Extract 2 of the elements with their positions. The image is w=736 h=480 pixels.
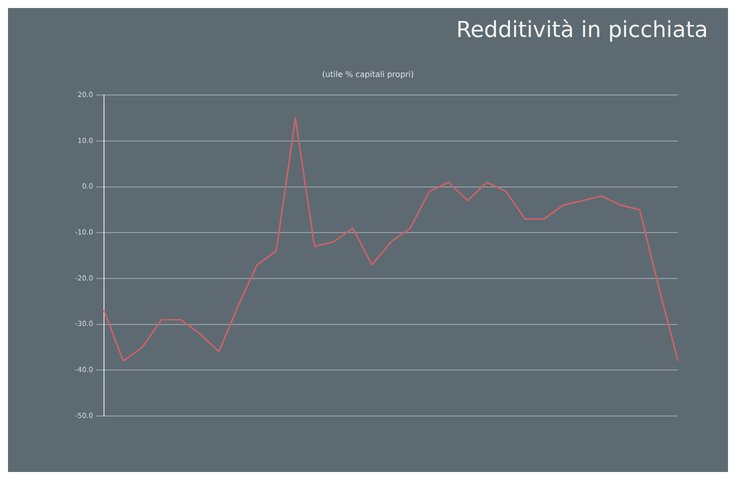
chart-subtitle: (utile % capitali propri) (321, 70, 415, 79)
chart-title: Redditività in picchiata (456, 18, 708, 43)
